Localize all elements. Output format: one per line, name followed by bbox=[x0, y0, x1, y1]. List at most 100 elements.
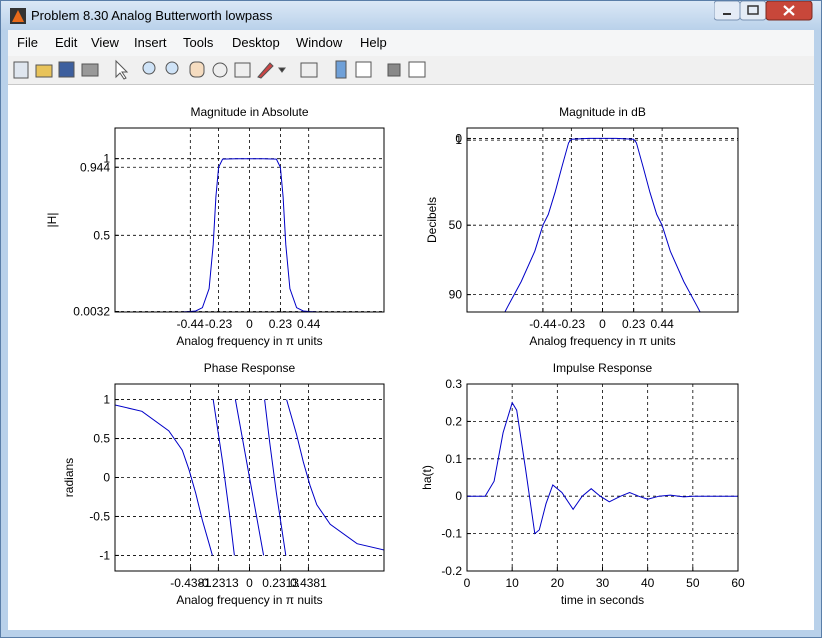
x-tick-label: 0.4381 bbox=[290, 576, 327, 590]
menu-item[interactable]: Insert bbox=[134, 35, 167, 50]
y-axis-label: Decibels bbox=[425, 197, 439, 243]
zoom-out-button[interactable] bbox=[165, 61, 179, 75]
legend-button[interactable] bbox=[355, 61, 372, 78]
line bbox=[115, 399, 384, 556]
x-tick-label: -0.23 bbox=[558, 317, 586, 331]
hide-tools-button[interactable] bbox=[387, 63, 401, 77]
show-tools-button[interactable] bbox=[408, 61, 426, 78]
x-tick-label: 30 bbox=[596, 576, 610, 590]
x-tick-label: 20 bbox=[551, 576, 565, 590]
x-axis-label: time in seconds bbox=[561, 593, 644, 607]
pan-button[interactable] bbox=[189, 61, 205, 78]
x-tick-label: -0.2313 bbox=[198, 576, 239, 590]
axes-box bbox=[114, 127, 385, 313]
y-tick-label: 0.2 bbox=[445, 414, 462, 428]
x-tick-label: 0 bbox=[246, 576, 253, 590]
menu-item[interactable]: Desktop bbox=[232, 35, 280, 50]
y-tick-label: 0 bbox=[455, 131, 462, 145]
menu-item[interactable]: Window bbox=[296, 35, 343, 50]
minimize-button[interactable] bbox=[714, 1, 741, 21]
toolbar bbox=[8, 56, 814, 85]
x-tick-label: 0 bbox=[464, 576, 471, 590]
y-tick-label: -1 bbox=[99, 548, 110, 562]
brush-menu-button[interactable] bbox=[278, 67, 286, 73]
x-tick-label: 40 bbox=[641, 576, 655, 590]
y-tick-label: 1 bbox=[455, 133, 462, 147]
new-button[interactable] bbox=[13, 61, 29, 79]
client-area: File Edit View Insert Tools Desktop Window Help bbox=[8, 30, 814, 630]
figure: -0.44 -0.23 0 0.23 0.440.00320.50.9441Magnit… bbox=[45, 105, 745, 607]
print-button[interactable] bbox=[81, 63, 99, 77]
y-tick-label: -0.5 bbox=[89, 509, 110, 523]
axes-box bbox=[114, 383, 385, 572]
y-axis-label: |H| bbox=[45, 213, 59, 228]
x-tick-label: 0 bbox=[599, 317, 606, 331]
axes-title: Phase Response bbox=[204, 361, 296, 375]
x-axis-label: Analog frequency in π units bbox=[529, 334, 675, 348]
x-axis-label: Analog frequency in π units bbox=[176, 334, 322, 348]
y-tick-label: 1 bbox=[103, 152, 110, 166]
y-axis-label: radians bbox=[62, 458, 76, 497]
axes-title: Magnitude in dB bbox=[559, 105, 646, 119]
x-tick-label: 0 bbox=[246, 317, 253, 331]
y-tick-label: 0.5 bbox=[93, 432, 110, 446]
y-tick-label: 90 bbox=[449, 288, 463, 302]
x-tick-label: -0.23 bbox=[205, 317, 233, 331]
x-tick-label: -0.44 bbox=[177, 317, 205, 331]
y-tick-label: 0.3 bbox=[445, 377, 462, 391]
x-tick-label: 60 bbox=[731, 576, 745, 590]
toolbar-icons bbox=[13, 59, 426, 80]
y-tick-label: -0.1 bbox=[441, 527, 462, 541]
axes-box bbox=[466, 127, 739, 313]
y-tick-label: 0.5 bbox=[93, 228, 110, 242]
app-icon bbox=[10, 8, 26, 24]
x-tick-label: 0.2313 bbox=[262, 576, 299, 590]
y-tick-label: 0.0032 bbox=[73, 305, 110, 319]
x-tick-label: 0.23 bbox=[269, 317, 293, 331]
menu-bar: File Edit View Insert Tools Desktop Window Help bbox=[8, 30, 814, 56]
x-tick-label: 0.44 bbox=[650, 317, 674, 331]
x-tick-label: 0.44 bbox=[297, 317, 321, 331]
y-tick-label: 50 bbox=[449, 218, 463, 232]
axes: 0 10 20 30 40 50 60 -0.2 -0.1 0 0.1 0.2 0.3 Impulse R… bbox=[420, 361, 745, 607]
x-tick-label: -0.44 bbox=[529, 317, 557, 331]
select-button[interactable] bbox=[115, 59, 129, 80]
menu-item[interactable]: File bbox=[17, 35, 38, 50]
axes-box bbox=[466, 383, 739, 572]
window-controls bbox=[714, 1, 813, 21]
x-axis-label: Analog frequency in π nuits bbox=[176, 593, 322, 607]
title-bar: Problem 8.30 Analog Butterworth lowpass bbox=[1, 1, 821, 30]
line bbox=[504, 137, 701, 312]
datacursor-button[interactable] bbox=[234, 62, 251, 78]
x-tick-label: 50 bbox=[686, 576, 700, 590]
window-title: Problem 8.30 Analog Butterworth lowpass bbox=[31, 8, 273, 23]
menu-item[interactable]: Edit bbox=[55, 35, 78, 50]
x-tick-label: 0.23 bbox=[622, 317, 646, 331]
y-tick-label: 0.944 bbox=[80, 160, 110, 174]
y-tick-label: 0.1 bbox=[445, 452, 462, 466]
zoom-in-button[interactable] bbox=[142, 61, 156, 75]
axes-title: Magnitude in Absolute bbox=[190, 105, 308, 119]
menu-item[interactable]: Tools bbox=[183, 35, 214, 50]
x-tick-label: -0.4381 bbox=[170, 576, 211, 590]
rotate-button[interactable] bbox=[212, 62, 228, 78]
brush-button[interactable] bbox=[257, 62, 274, 79]
line bbox=[467, 401, 738, 535]
y-tick-label: -0.2 bbox=[441, 564, 462, 578]
y-tick-label: 1 bbox=[103, 393, 110, 407]
line bbox=[115, 158, 384, 312]
y-tick-label: 0 bbox=[455, 489, 462, 503]
open-button[interactable] bbox=[35, 64, 53, 78]
y-axis-label: ha(t) bbox=[420, 465, 434, 490]
maximize-button[interactable] bbox=[739, 1, 767, 21]
link-button[interactable] bbox=[300, 62, 318, 78]
colorbar-button[interactable] bbox=[335, 60, 347, 79]
x-tick-label: 10 bbox=[505, 576, 519, 590]
save-button[interactable] bbox=[58, 61, 75, 78]
menu-item[interactable]: Help bbox=[360, 35, 387, 50]
y-tick-label: 0 bbox=[103, 471, 110, 485]
menu-item[interactable]: View bbox=[91, 35, 119, 50]
